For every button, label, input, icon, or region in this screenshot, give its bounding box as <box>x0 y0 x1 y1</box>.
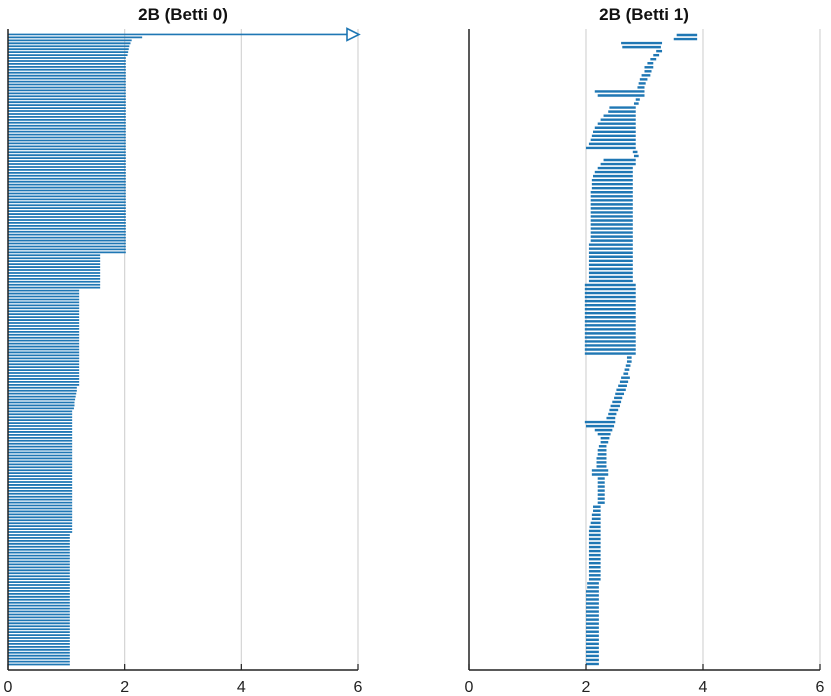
x-tick-label: 6 <box>816 679 825 696</box>
x-tick-label: 4 <box>699 679 708 696</box>
x-ticks: 0 2 4 6 <box>4 664 363 696</box>
x-tick-label: 2 <box>582 679 591 696</box>
chart-title: 2B (Betti 1) <box>599 5 689 24</box>
x-tick-label: 0 <box>4 679 13 696</box>
x-tick-label: 2 <box>120 679 129 696</box>
persistence-bars <box>584 33 698 666</box>
x-tick-label: 0 <box>465 679 474 696</box>
persistence-bars <box>8 27 361 666</box>
betti-1-panel: 0 2 4 6 2B (Betti 1) <box>465 5 825 696</box>
x-tick-label: 4 <box>237 679 246 696</box>
infinity-arrow-icon <box>346 27 361 42</box>
plot-area <box>469 29 820 670</box>
x-ticks: 0 2 4 6 <box>465 664 825 696</box>
chart-title: 2B (Betti 0) <box>138 5 228 24</box>
betti-0-panel: 0 2 4 6 2B (Betti 0) <box>4 5 363 696</box>
vertical-grid <box>124 29 359 670</box>
x-tick-label: 6 <box>354 679 363 696</box>
